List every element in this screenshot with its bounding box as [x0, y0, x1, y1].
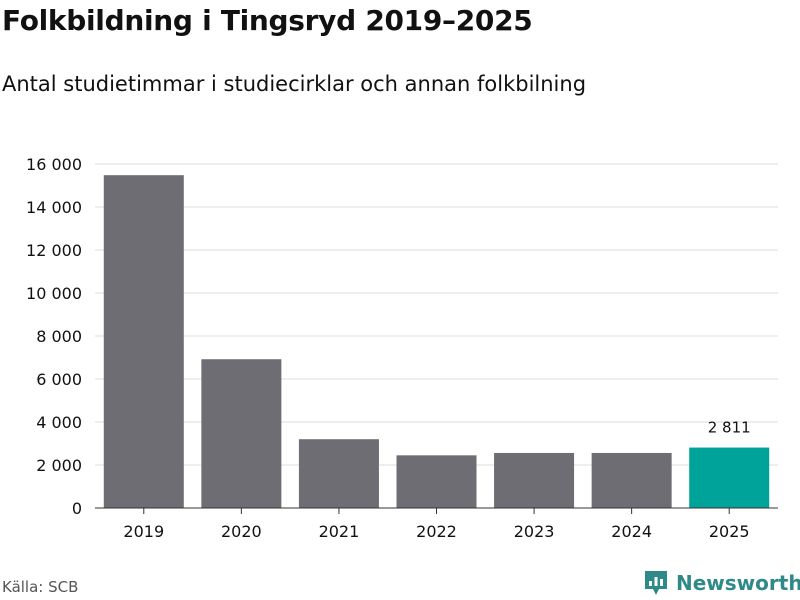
- chart-title: Folkbildning i Tingsryd 2019–2025: [2, 4, 533, 37]
- bar-2025: [689, 447, 770, 508]
- newsworthy-logo-icon: [645, 571, 667, 595]
- bar-2022: [396, 455, 477, 508]
- bar-2023: [494, 452, 575, 508]
- y-tick-label: 2 000: [36, 456, 82, 475]
- y-tick-label: 0: [72, 499, 82, 518]
- bar-2024: [591, 452, 672, 508]
- y-tick-label: 8 000: [36, 327, 82, 346]
- y-tick-label: 4 000: [36, 413, 82, 432]
- y-tick-label: 16 000: [26, 155, 82, 174]
- x-tick-label: 2024: [611, 522, 652, 541]
- bar-2019: [103, 175, 184, 508]
- x-tick-label: 2020: [221, 522, 262, 541]
- source-note: Källa: SCB: [2, 578, 79, 596]
- x-axis-ticks: 2019 2020 2021 2022 2023 2024 2025: [123, 508, 750, 541]
- data-label: 2 811: [708, 419, 751, 437]
- y-axis-ticks: 0 2 000 4 000 6 000 8 000 10 000 12 000 14 000 1…: [26, 155, 82, 518]
- x-tick-label: 2022: [416, 522, 457, 541]
- chart-subtitle: Antal studietimmar i studiecirklar och a…: [2, 72, 587, 96]
- y-tick-label: 12 000: [26, 241, 82, 260]
- brand-logo[interactable]: Newsworthy: [643, 569, 800, 597]
- bar-2021: [298, 439, 379, 508]
- gridlines: [95, 163, 778, 466]
- x-tick-label: 2019: [123, 522, 164, 541]
- x-tick-label: 2025: [709, 522, 750, 541]
- data-labels: 2 811: [708, 419, 751, 437]
- y-tick-label: 6 000: [36, 370, 82, 389]
- x-tick-label: 2021: [319, 522, 360, 541]
- y-tick-label: 14 000: [26, 198, 82, 217]
- x-tick-label: 2023: [514, 522, 555, 541]
- y-tick-label: 10 000: [26, 284, 82, 303]
- bars: [103, 175, 770, 508]
- bar-2020: [201, 359, 282, 508]
- brand-name: Newsworthy: [676, 571, 800, 595]
